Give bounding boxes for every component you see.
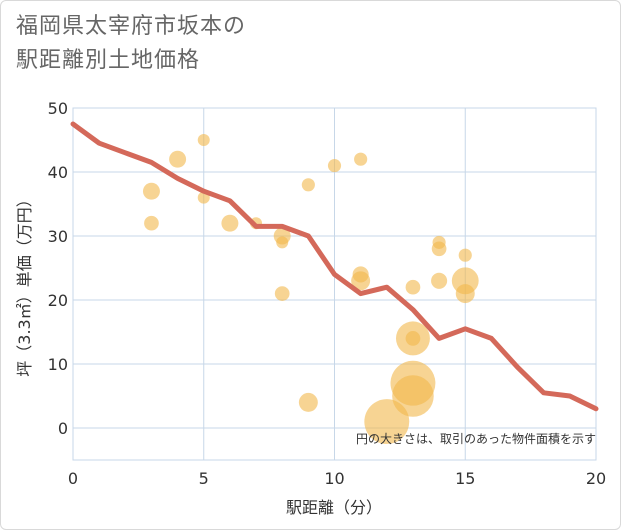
y-tick-label-2: 20 xyxy=(48,291,68,310)
bubble-9 xyxy=(274,286,290,301)
bubble-3 xyxy=(197,134,210,146)
x-tick-labels: 0 5 10 15 20 xyxy=(68,469,606,488)
bubble-1 xyxy=(144,215,159,231)
bubble-5 xyxy=(221,214,239,232)
size-note: 円の大きさは、取引のあった物件面積を示す xyxy=(356,431,596,446)
x-axis-label: 駅距離（分） xyxy=(286,498,382,517)
bubble-23 xyxy=(431,241,447,257)
bubbles xyxy=(142,134,479,445)
bubble-2 xyxy=(169,150,187,168)
bubble-25 xyxy=(458,248,472,262)
bubble-15 xyxy=(351,271,371,291)
y-tick-label-1: 10 xyxy=(48,355,68,374)
y-tick-labels: 0 10 20 30 40 50 xyxy=(48,99,68,438)
bubble-13 xyxy=(354,152,368,166)
x-tick-label-1: 5 xyxy=(199,469,209,488)
y-axis-label: 坪（3.3㎡）単価（万円） xyxy=(15,191,34,376)
bubble-11 xyxy=(298,392,318,412)
x-tick-label-3: 15 xyxy=(455,469,475,488)
plot-border xyxy=(72,107,597,461)
y-tick-label-3: 30 xyxy=(48,227,68,246)
bubble-27 xyxy=(455,284,475,304)
y-tick-label-4: 40 xyxy=(48,163,68,182)
y-tick-label-0: 0 xyxy=(58,419,68,438)
bubble-24 xyxy=(431,272,448,289)
x-tick-label-2: 10 xyxy=(324,469,344,488)
bubble-21 xyxy=(390,360,436,406)
x-tick-label-0: 0 xyxy=(68,469,78,488)
bubble-17 xyxy=(405,279,421,295)
bubble-19 xyxy=(405,331,421,346)
trend-line xyxy=(70,121,599,412)
chart-title: 福岡県太宰府市坂本の 駅距離別土地価格 xyxy=(16,14,247,73)
bubble-12 xyxy=(327,159,342,173)
bubble-0 xyxy=(142,182,160,200)
y-tick-label-5: 50 xyxy=(48,99,68,118)
bubble-10 xyxy=(301,178,315,192)
x-tick-label-4: 20 xyxy=(586,469,606,488)
bubble-8 xyxy=(276,236,289,249)
